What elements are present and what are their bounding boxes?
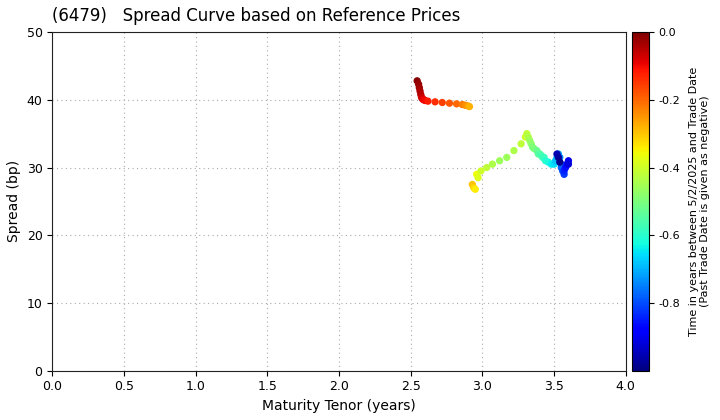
Point <box>559 171 570 178</box>
Point <box>436 99 448 106</box>
Point <box>556 161 567 168</box>
Point <box>539 154 550 161</box>
Point <box>524 137 536 144</box>
Point <box>429 98 441 105</box>
Point <box>487 161 498 168</box>
Y-axis label: Time in years between 5/2/2025 and Trade Date
(Past Trade Date is given as negat: Time in years between 5/2/2025 and Trade… <box>689 67 711 336</box>
Point <box>557 168 569 174</box>
Point <box>556 164 567 171</box>
X-axis label: Maturity Tenor (years): Maturity Tenor (years) <box>262 399 416 413</box>
Point <box>501 154 513 161</box>
Point <box>554 154 566 161</box>
Point <box>528 145 540 152</box>
Y-axis label: Spread (bp): Spread (bp) <box>7 160 21 242</box>
Point <box>554 159 566 165</box>
Point <box>422 98 433 105</box>
Point <box>411 77 423 84</box>
Point <box>521 130 533 137</box>
Point <box>561 161 572 168</box>
Point <box>562 158 574 164</box>
Point <box>481 164 492 171</box>
Point <box>540 158 552 164</box>
Point <box>417 96 428 102</box>
Point <box>549 161 560 168</box>
Point <box>416 95 428 102</box>
Point <box>553 151 564 158</box>
Point <box>523 134 534 140</box>
Point <box>526 140 537 147</box>
Point <box>533 151 544 158</box>
Point <box>531 147 543 154</box>
Point <box>520 134 531 140</box>
Point <box>559 168 570 174</box>
Point <box>464 103 475 110</box>
Point <box>553 154 564 161</box>
Point <box>552 154 563 161</box>
Point <box>543 159 554 165</box>
Point <box>537 154 549 161</box>
Point <box>475 168 487 174</box>
Point <box>413 84 425 91</box>
Point <box>419 97 431 104</box>
Point <box>527 144 539 151</box>
Point <box>546 161 557 168</box>
Point <box>550 158 562 164</box>
Point <box>414 88 426 94</box>
Point <box>468 184 480 191</box>
Point <box>451 100 462 107</box>
Point <box>508 147 520 154</box>
Point <box>469 186 481 193</box>
Point <box>418 97 429 103</box>
Point <box>536 152 547 159</box>
Point <box>471 171 482 178</box>
Point <box>560 164 572 171</box>
Point <box>552 151 563 158</box>
Point <box>415 94 427 100</box>
Point <box>494 158 505 164</box>
Text: (6479)   Spread Curve based on Reference Prices: (6479) Spread Curve based on Reference P… <box>53 7 461 25</box>
Point <box>459 102 471 109</box>
Point <box>562 161 574 168</box>
Point <box>415 91 426 98</box>
Point <box>467 181 478 188</box>
Point <box>444 100 455 107</box>
Point <box>516 140 527 147</box>
Point <box>456 101 468 108</box>
Point <box>534 151 546 158</box>
Point <box>462 102 474 109</box>
Point <box>472 174 484 181</box>
Point <box>413 81 424 88</box>
